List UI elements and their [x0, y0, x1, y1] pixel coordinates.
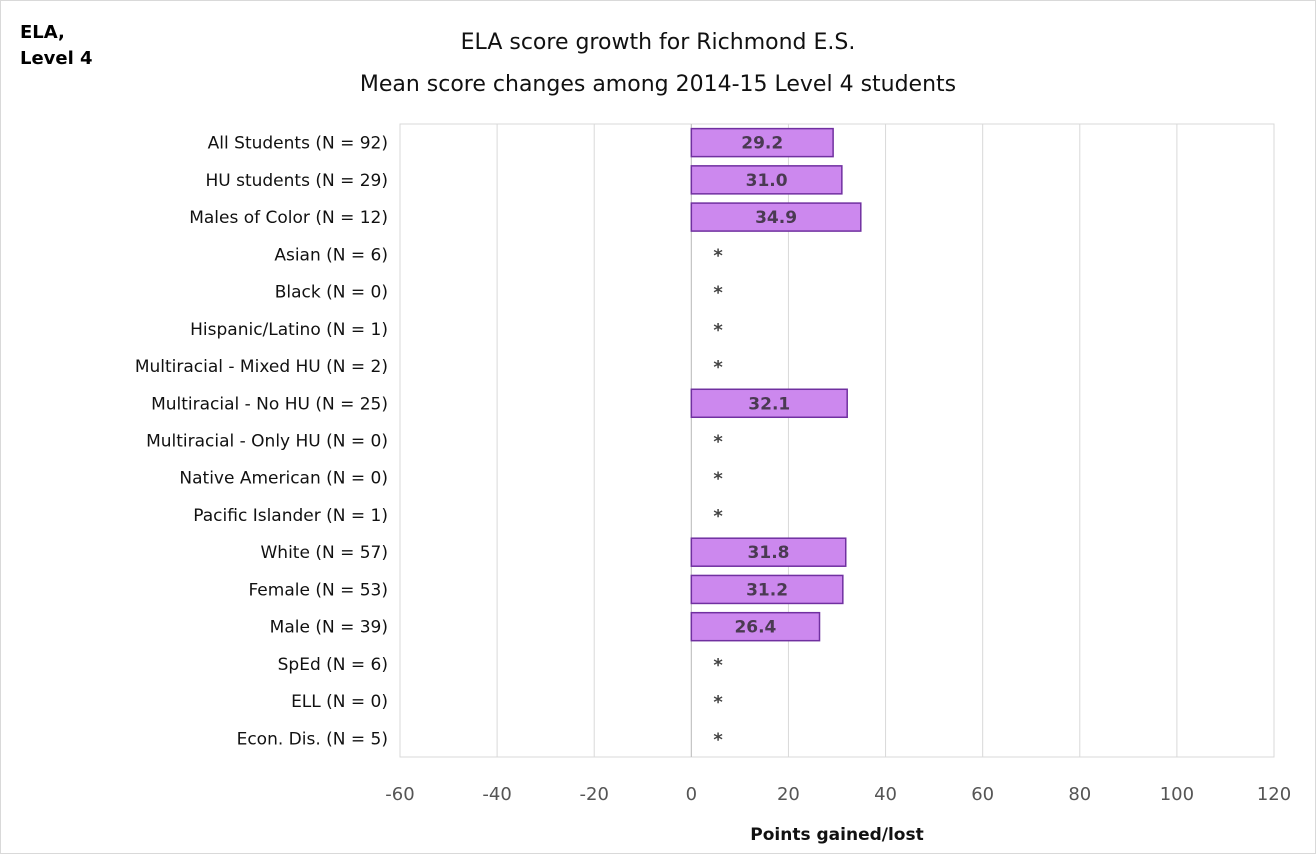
data-label: 29.2: [741, 134, 783, 154]
suppressed-marker: *: [713, 432, 723, 453]
category-label: Hispanic/Latino (N = 1): [190, 320, 388, 340]
suppressed-marker: *: [713, 692, 723, 713]
bar: [690, 611, 821, 642]
category-label: Males of Color (N = 12): [189, 208, 388, 228]
category-label: Male (N = 39): [270, 618, 388, 638]
x-tick-label: 40: [874, 784, 897, 805]
x-axis-title: Points gained/lost: [750, 825, 923, 845]
data-label: 34.9: [755, 208, 797, 228]
bar: [690, 127, 834, 158]
data-label: 26.4: [734, 618, 776, 638]
category-label: Female (N = 53): [248, 580, 388, 600]
suppressed-marker: *: [713, 357, 723, 378]
suppressed-marker: *: [713, 283, 723, 304]
x-tick-label: 60: [971, 784, 994, 805]
suppressed-marker: *: [713, 506, 723, 527]
corner-label: ELA, Level 4: [20, 20, 93, 72]
data-label: 31.0: [746, 171, 788, 191]
bar: [690, 537, 847, 567]
category-label: Multiracial - Only HU (N = 0): [146, 432, 388, 452]
category-label: Econ. Dis. (N = 5): [237, 729, 388, 749]
data-label: 31.2: [746, 580, 788, 600]
category-label: Native American (N = 0): [179, 469, 388, 489]
category-label: Multiracial - Mixed HU (N = 2): [135, 357, 388, 377]
x-tick-label: 20: [777, 784, 800, 805]
x-tick-label: 100: [1160, 784, 1194, 805]
category-label: Asian (N = 6): [274, 245, 388, 265]
suppressed-marker: *: [713, 469, 723, 490]
category-label: All Students (N = 92): [208, 134, 388, 154]
x-tick-label: -40: [482, 784, 511, 805]
corner-label-line-2: Level 4: [20, 48, 93, 69]
category-label: White (N = 57): [261, 543, 389, 563]
x-tick-label: 120: [1257, 784, 1291, 805]
category-label: ELL (N = 0): [291, 692, 388, 712]
category-label: Pacific Islander (N = 1): [193, 506, 388, 526]
category-label: Black (N = 0): [275, 283, 388, 303]
bar: [690, 574, 844, 605]
suppressed-marker: *: [713, 655, 723, 676]
bar: [690, 388, 848, 419]
corner-label-line-1: ELA,: [20, 22, 65, 43]
x-tick-label: -60: [385, 784, 414, 805]
suppressed-marker: *: [713, 729, 723, 750]
x-tick-label: 0: [686, 784, 697, 805]
x-tick-label: 80: [1068, 784, 1091, 805]
suppressed-marker: *: [713, 320, 723, 341]
suppressed-marker: *: [713, 245, 723, 266]
chart-title: ELA score growth for Richmond E.S.: [460, 30, 856, 55]
data-label: 32.1: [748, 394, 790, 414]
category-label: Multiracial - No HU (N = 25): [151, 394, 388, 414]
data-label: 31.8: [748, 543, 790, 563]
category-label: HU students (N = 29): [205, 171, 388, 191]
x-tick-label: -20: [580, 784, 609, 805]
bar: [690, 165, 843, 195]
chart-subtitle: Mean score changes among 2014-15 Level 4…: [359, 72, 957, 97]
category-label: SpEd (N = 6): [278, 655, 388, 675]
bar: [690, 202, 862, 232]
